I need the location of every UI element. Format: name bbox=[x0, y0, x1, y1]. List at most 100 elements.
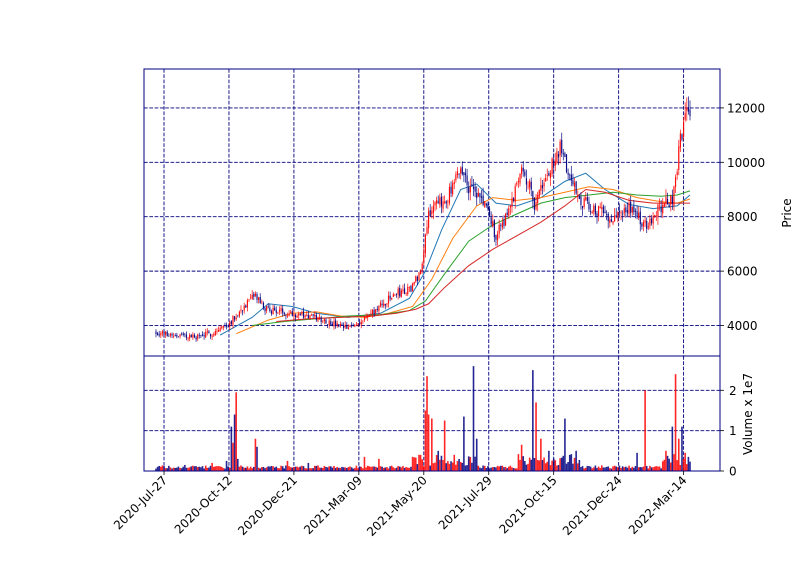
volume-bar bbox=[601, 465, 603, 471]
volume-bar bbox=[318, 467, 321, 471]
candle-body bbox=[679, 133, 681, 148]
candle-body bbox=[577, 194, 579, 196]
volume-bar bbox=[180, 468, 183, 471]
candle-body bbox=[354, 324, 356, 327]
candle-body bbox=[270, 311, 273, 314]
candle-body bbox=[208, 331, 210, 334]
volume-bar bbox=[313, 465, 316, 471]
volume-bar bbox=[395, 467, 398, 471]
volume-bar bbox=[493, 467, 496, 471]
candle-body bbox=[394, 295, 396, 296]
candle-body bbox=[177, 336, 180, 338]
volume-bar bbox=[386, 467, 388, 471]
volume-bar bbox=[586, 465, 589, 471]
candle-body bbox=[285, 314, 287, 316]
candle-body bbox=[617, 211, 619, 218]
volume-bar bbox=[615, 466, 618, 471]
candle-body bbox=[623, 208, 625, 214]
volume-bar bbox=[195, 466, 197, 471]
volume-bar bbox=[487, 466, 489, 471]
candle-body bbox=[383, 303, 385, 306]
volume-bar bbox=[636, 452, 638, 471]
candle-body bbox=[601, 207, 603, 209]
candle-body bbox=[251, 294, 253, 299]
volume-bar bbox=[198, 466, 201, 471]
volume-bar bbox=[642, 466, 645, 471]
candle-body bbox=[309, 315, 311, 318]
candle-body bbox=[399, 287, 401, 297]
candle-body bbox=[157, 333, 159, 336]
volume-bar bbox=[280, 465, 282, 471]
candle-body bbox=[214, 331, 216, 336]
volume-bar bbox=[155, 468, 157, 471]
candle-body bbox=[424, 234, 427, 254]
candle-body bbox=[278, 309, 281, 312]
volume-bar bbox=[376, 467, 379, 471]
volume-bar bbox=[689, 461, 691, 471]
candle-body bbox=[387, 295, 390, 304]
candle-body bbox=[530, 181, 532, 190]
volume-bar bbox=[660, 468, 662, 471]
volume-bar bbox=[185, 467, 188, 471]
candle-body bbox=[256, 294, 258, 300]
candle-body bbox=[176, 334, 178, 337]
candle-body bbox=[269, 307, 271, 311]
volume-bar bbox=[299, 466, 302, 471]
candle-body bbox=[161, 331, 164, 334]
volume-bar bbox=[607, 466, 610, 471]
volume-bar bbox=[488, 468, 491, 471]
candle-body bbox=[482, 195, 484, 205]
volume-bar bbox=[423, 466, 425, 471]
x-axis: 2020-Jul-27 2020-Oct-12 2020-Dec-21 2021-Ma… bbox=[111, 471, 690, 539]
candle-body bbox=[642, 221, 645, 227]
candle-body bbox=[315, 314, 317, 320]
candle-body bbox=[418, 272, 420, 280]
candle-body bbox=[654, 215, 656, 217]
candle-body bbox=[559, 141, 561, 156]
candle-body bbox=[578, 195, 580, 200]
volume-bar bbox=[365, 467, 367, 471]
volume-bar bbox=[427, 414, 430, 471]
volume-bar bbox=[200, 467, 202, 471]
candle-body bbox=[687, 107, 689, 112]
candle-body bbox=[185, 334, 188, 338]
candle-body bbox=[628, 202, 630, 214]
candle-body bbox=[511, 197, 513, 208]
volume-bar bbox=[681, 426, 683, 471]
candle-body bbox=[575, 181, 577, 194]
candle-body bbox=[415, 275, 417, 282]
candle-body bbox=[206, 331, 208, 333]
volume-bar bbox=[204, 465, 207, 471]
volume-bar bbox=[320, 467, 322, 471]
volume-bar bbox=[477, 465, 480, 471]
price-panel: 4000 6000 8000 10000 12000 Price bbox=[143, 68, 794, 357]
candle-body bbox=[562, 153, 564, 155]
volume-bar bbox=[236, 458, 239, 471]
candle-body bbox=[339, 324, 342, 326]
candle-body bbox=[641, 223, 643, 227]
candle-body bbox=[258, 297, 260, 301]
candle-body bbox=[477, 192, 479, 197]
price-axis-label: Price bbox=[780, 198, 794, 227]
candle-body bbox=[168, 335, 170, 337]
volume-bar bbox=[442, 460, 444, 471]
candle-body bbox=[591, 211, 593, 214]
volume-bar bbox=[496, 465, 499, 471]
volume-bar bbox=[439, 459, 441, 471]
candle-body bbox=[545, 177, 547, 182]
candle-body bbox=[326, 324, 329, 326]
volume-bar bbox=[594, 465, 597, 471]
x-tick-label: 2020-Oct-12 bbox=[172, 473, 235, 536]
candle-body bbox=[657, 204, 659, 218]
candle-body bbox=[434, 202, 436, 206]
candle-body bbox=[428, 211, 430, 229]
candle-body bbox=[335, 320, 337, 327]
x-tick-label: 2021-Jul-29 bbox=[436, 473, 495, 532]
candle-body bbox=[630, 201, 632, 213]
volume-bar bbox=[166, 468, 169, 471]
candle-body bbox=[163, 331, 165, 335]
candle-body bbox=[604, 211, 606, 214]
candle-body bbox=[254, 293, 257, 296]
candle-body bbox=[569, 174, 571, 176]
candle-body bbox=[553, 160, 555, 166]
